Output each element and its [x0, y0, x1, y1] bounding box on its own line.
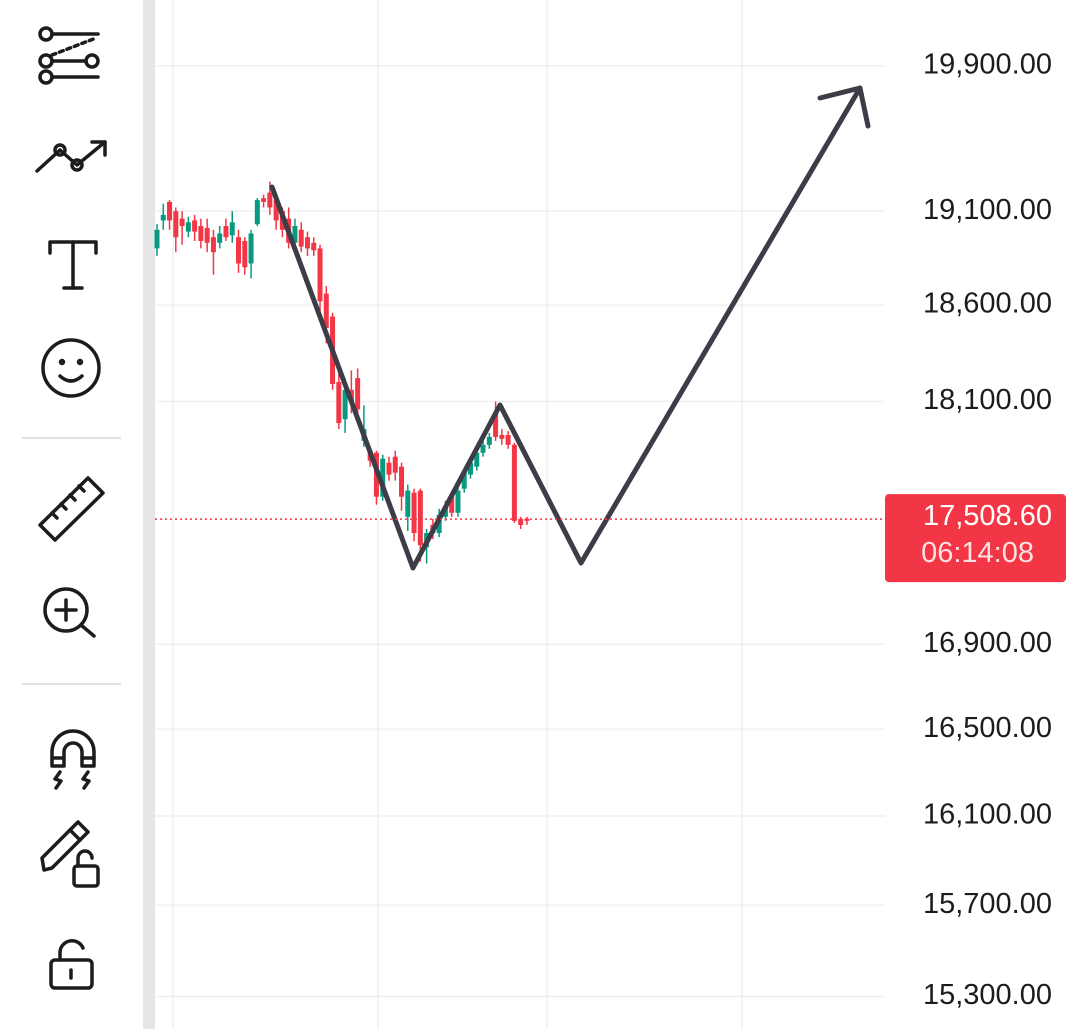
- candle-body: [511, 444, 517, 521]
- candle-body: [468, 462, 473, 475]
- grid: [155, 65, 885, 998]
- tool-emoji[interactable]: [41, 338, 101, 398]
- candle-body: [267, 192, 273, 208]
- last-price-label: 17,508.60: [923, 500, 1052, 532]
- toolbar: [22, 26, 121, 990]
- candle-body: [273, 200, 279, 221]
- candle-body: [317, 248, 323, 302]
- candle-body: [405, 490, 411, 517]
- candle-body: [160, 214, 166, 221]
- candle-body: [499, 434, 505, 439]
- candle-body: [254, 200, 260, 225]
- drawing-arrowhead[interactable]: [817, 85, 871, 129]
- candle-body: [449, 496, 455, 513]
- price-axis: 19,900.00 19,100.00 18,600.00 18,100.00 16,9…: [923, 49, 1052, 1012]
- candle-body: [229, 222, 235, 236]
- candle-body: [304, 237, 310, 249]
- candle-body: [355, 378, 361, 410]
- candle-body: [323, 293, 329, 328]
- vertical-grid: [172, 0, 743, 1029]
- toolbar-divider: [143, 0, 155, 1029]
- candle-body: [179, 218, 185, 227]
- candle-body: [217, 233, 223, 243]
- candle-body: [474, 452, 480, 467]
- y-tick-label: 18,100.00: [923, 384, 1052, 416]
- tool-zoom[interactable]: [43, 587, 96, 638]
- candle-body: [154, 229, 160, 249]
- candle-body: [342, 389, 348, 420]
- candle-body: [518, 518, 524, 525]
- y-tick-label: 15,700.00: [923, 888, 1052, 920]
- candle-body: [417, 490, 423, 546]
- candle-body: [461, 472, 467, 489]
- candle-body: [167, 201, 173, 221]
- tool-magnet[interactable]: [50, 729, 96, 790]
- y-tick-label: 16,900.00: [923, 627, 1052, 659]
- last-price: 17,508.60 06:14:08: [155, 494, 1066, 583]
- y-tick-label: 18,600.00: [923, 288, 1052, 320]
- y-tick-label: 16,100.00: [923, 799, 1052, 831]
- candle-body: [392, 456, 398, 473]
- candle-body: [248, 233, 254, 264]
- candle-body: [185, 222, 191, 232]
- candle-body: [261, 198, 267, 202]
- y-tick-label: 16,500.00: [923, 712, 1052, 744]
- candle-body: [298, 229, 304, 247]
- candle-body: [336, 382, 342, 424]
- tool-ruler[interactable]: [38, 476, 105, 542]
- candle-body: [411, 492, 417, 534]
- candle-body: [399, 466, 405, 497]
- candle-body: [455, 490, 461, 513]
- candle-body: [204, 227, 210, 243]
- candle-body: [292, 226, 298, 243]
- candle-body: [486, 436, 492, 445]
- tool-lock-drawings[interactable]: [40, 820, 100, 888]
- candle-body: [223, 226, 229, 238]
- countdown-label: 06:14:08: [921, 537, 1034, 569]
- candle-body: [242, 240, 248, 268]
- y-tick-label: 19,900.00: [923, 49, 1052, 81]
- y-tick-label: 19,100.00: [923, 194, 1052, 226]
- candle-body: [380, 458, 386, 497]
- candle-body: [173, 211, 179, 238]
- candle-body: [198, 226, 204, 241]
- candle-body: [480, 444, 486, 453]
- tool-lines[interactable]: [38, 26, 100, 85]
- tool-text[interactable]: [48, 240, 98, 290]
- y-tick-label: 15,300.00: [923, 979, 1052, 1011]
- candle-body: [505, 434, 511, 445]
- candle-body: [386, 462, 392, 475]
- last-price-box: [885, 494, 1066, 583]
- drawing-zigzag[interactable]: [269, 85, 863, 571]
- candle-body: [493, 413, 499, 437]
- candle-body: [236, 237, 242, 264]
- tool-lock[interactable]: [49, 939, 94, 990]
- candle-body: [311, 242, 317, 251]
- candle-body: [210, 237, 216, 253]
- candle-body: [192, 220, 198, 232]
- tool-trend[interactable]: [35, 140, 107, 173]
